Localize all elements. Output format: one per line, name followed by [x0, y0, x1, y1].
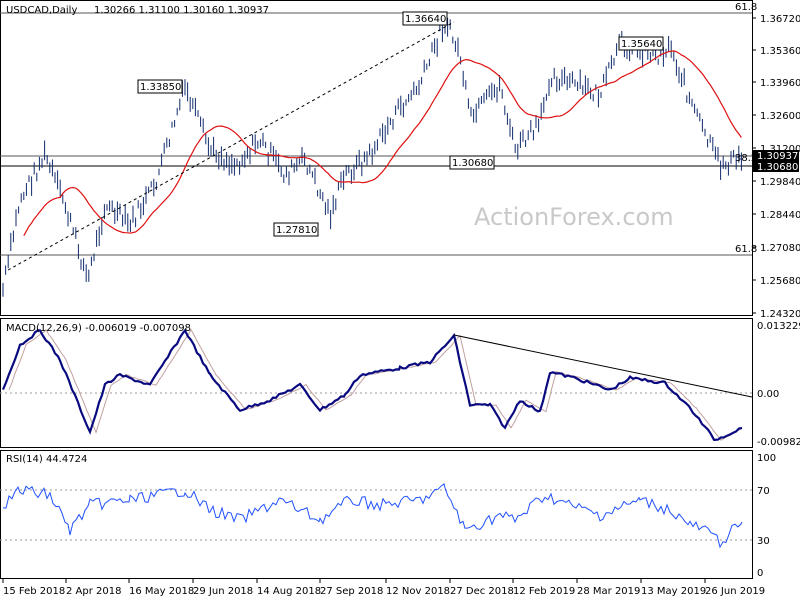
price-tick-label: 1.33960 [760, 78, 800, 89]
fib-label-top: 61.8 [735, 2, 757, 13]
annotation-support: 1.30680 [449, 155, 495, 170]
rsi-tick-100: 100 [757, 453, 776, 464]
x-tick-label: 2 Apr 2018 [66, 586, 121, 597]
macd-line [1, 328, 743, 442]
macd-panel-frame [0, 318, 753, 448]
x-tick-label: 12 Feb 2019 [513, 586, 575, 597]
svg-text:1.33850: 1.33850 [140, 82, 181, 93]
rsi-tick-30: 30 [757, 536, 770, 547]
macd-signal-line [8, 328, 743, 441]
x-tick-label: 28 Mar 2019 [577, 586, 640, 597]
annotation-low-2018: 1.27810 [273, 222, 319, 237]
svg-text:1.36640: 1.36640 [405, 14, 446, 25]
x-tick-label: 29 Jun 2018 [193, 586, 253, 597]
symbol-label: USDCAD,Daily [6, 5, 77, 16]
annotation-high-may-2018: 1.33850 [137, 79, 183, 94]
price-tick-label: 1.29840 [760, 177, 800, 188]
x-tick-label: 27 Dec 2018 [450, 586, 514, 597]
price-tick-label: 1.28440 [760, 210, 800, 221]
price-panel-frame [0, 0, 753, 316]
current-price-tag: 1.30937 [753, 150, 799, 162]
price-tick-label: 1.32600 [760, 111, 800, 122]
macd-tick-top: 0.013229 [757, 321, 800, 332]
x-tick-label: 14 Aug 2018 [257, 586, 321, 597]
macd-trendline [453, 334, 753, 398]
x-tick-label: 12 Nov 2018 [386, 586, 450, 597]
price-tick-label: 1.27080 [760, 243, 800, 254]
macd-tick-bottom: -0.00982 [757, 437, 800, 448]
rsi-panel-frame [0, 450, 753, 579]
svg-text:1.30680: 1.30680 [757, 162, 798, 173]
support-price-tag: 1.30680 [753, 161, 799, 173]
x-tick-label: 16 May 2018 [129, 586, 194, 597]
fib-label-382: 38.2 [735, 153, 757, 164]
rsi-tick-0: 0 [757, 568, 763, 579]
x-tick-label: 27 Sep 2018 [320, 586, 383, 597]
watermark: ActionForex.com [474, 203, 674, 231]
x-tick-label: 15 Feb 2018 [3, 586, 65, 597]
annotation-high-2018: 1.36640 [402, 11, 448, 26]
rsi-title: RSI(14) 44.4724 [6, 454, 87, 465]
price-tick-label: 1.36720 [760, 14, 800, 25]
price-axis: 1.36720 1.35360 1.33960 1.32600 1.31200 1.298… [752, 14, 800, 320]
svg-text:1.27810: 1.27810 [276, 225, 317, 236]
annotation-high-2019: 1.35640 [618, 36, 664, 51]
fib-label-bottom: 61.8 [735, 244, 757, 255]
rsi-line [2, 483, 743, 549]
ohlc-readout: 1.30266 1.31100 1.30160 1.30937 [94, 5, 269, 16]
svg-text:1.30937: 1.30937 [757, 151, 798, 162]
price-tick-label: 1.31200 [760, 144, 800, 155]
macd-title: MACD(12,26,9) -0.006019 -0.007098 [6, 323, 191, 334]
moving-average-line [23, 50, 742, 236]
svg-text:1.30680: 1.30680 [452, 158, 493, 169]
rsi-tick-70: 70 [757, 486, 770, 497]
price-tick-label: 1.35360 [760, 46, 800, 57]
x-tick-label: 26 Jun 2019 [705, 586, 765, 597]
x-tick-label: 13 May 2019 [641, 586, 706, 597]
price-tick-label: 1.25680 [760, 276, 800, 287]
price-tick-label: 1.24320 [760, 309, 800, 320]
rising-trendline [7, 21, 455, 271]
svg-text:1.35640: 1.35640 [621, 39, 662, 50]
macd-tick-zero: 0.00 [757, 389, 779, 400]
